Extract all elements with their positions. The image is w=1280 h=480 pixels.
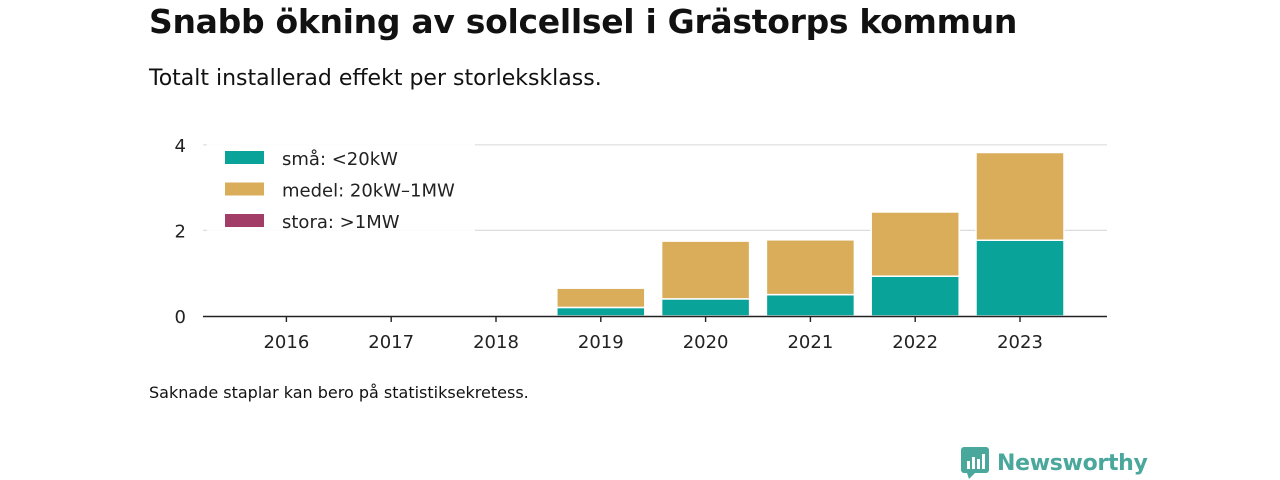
bar-segment-2023-series-1 [975,151,1065,241]
x-tick-label: 2020 [683,332,729,353]
legend-label: medel: 20kW–1MW [282,181,455,202]
x-tick-label: 2017 [368,332,414,353]
brand-name: Newsworthy [997,450,1148,476]
x-axis-ticks: 2016 2017 2018 2019 2020 2021 2022 2023 [263,316,1043,353]
bar-segment-2023-series-0 [975,239,1065,317]
chart-title: Snabb ökning av solcellsel i Grästorps k… [149,2,1018,41]
y-tick-label: 4 [175,136,186,157]
bar-segment-2021-series-0 [765,293,856,317]
bar-segment-2019-series-0 [556,306,646,317]
bar-segment-2022-series-1 [870,211,960,277]
bar-segment-2019-series-1 [556,287,646,309]
bars [556,151,1065,317]
chart-subtitle: Totalt installerad effekt per storlekskl… [149,66,602,91]
y-tick-label: 0 [175,307,186,328]
legend-swatch [225,151,264,164]
legend: små: <20kW medel: 20kW–1MW stora: >1MW [207,140,475,233]
bar-segment-2020-series-0 [660,298,751,317]
legend-swatch [225,182,264,196]
x-tick-label: 2018 [473,332,519,353]
legend-swatch [225,214,264,227]
bar-segment-2020-series-1 [660,240,751,300]
newsworthy-brand[interactable]: Newsworthy [961,447,1148,479]
y-tick-label: 2 [175,221,186,242]
y-axis-ticks: 0 2 4 [175,136,186,328]
x-tick-label: 2019 [578,332,624,353]
stacked-bar-chart: 0 2 4 2016 2017 2018 2019 2020 2021 2022 2023 små… [175,136,1107,353]
bar-segment-2021-series-1 [765,239,856,296]
newsworthy-logo-icon [961,447,989,479]
footnote: Saknade staplar kan bero på statistiksek… [149,383,529,402]
x-tick-label: 2022 [892,332,938,353]
bar-segment-2022-series-0 [870,275,960,317]
x-tick-label: 2021 [787,332,833,353]
legend-label: små: <20kW [282,149,398,170]
x-tick-label: 2016 [263,332,309,353]
x-tick-label: 2023 [997,332,1043,353]
legend-label: stora: >1MW [282,212,400,233]
